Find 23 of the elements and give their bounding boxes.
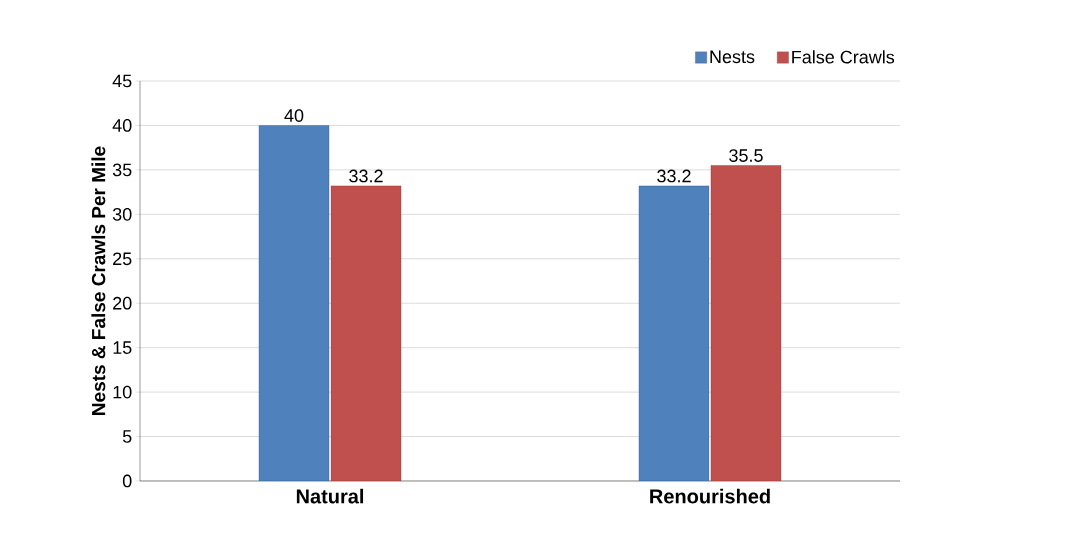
bar	[258, 125, 330, 481]
bar	[710, 165, 782, 481]
x-tick-label: Natural	[296, 488, 364, 504]
legend-label: Nests	[710, 50, 755, 64]
y-tick-label: 5	[122, 430, 132, 443]
y-tick-label: 40	[112, 119, 132, 132]
data-label: 33.2	[349, 169, 383, 183]
y-tick-label: 0	[122, 474, 132, 488]
x-tick-label: Renourished	[650, 488, 770, 504]
data-label: 33.2	[657, 169, 691, 183]
y-tick-label: 20	[113, 296, 132, 310]
bar	[330, 185, 402, 481]
data-label: 35.5	[729, 149, 763, 162]
legend-label: False Crawls	[792, 50, 895, 64]
y-axis-title: Nests & False Crawls Per Mile	[91, 146, 106, 415]
y-tick-label: 25	[113, 252, 132, 266]
y-tick-label: 15	[113, 341, 132, 354]
data-label: 40	[284, 109, 304, 122]
y-tick-label: 10	[113, 385, 132, 399]
y-tick-label: 35	[112, 163, 132, 177]
y-tick-label: 30	[112, 207, 132, 221]
y-tick-label: 45	[112, 74, 132, 88]
bar	[638, 185, 710, 481]
